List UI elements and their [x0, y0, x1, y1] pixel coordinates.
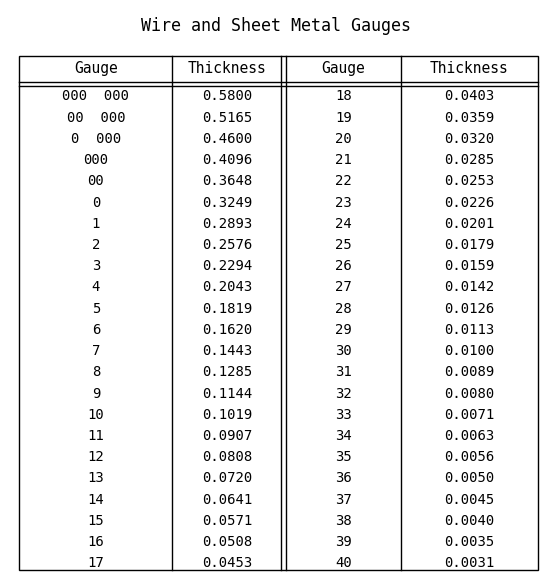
Text: 2: 2 [92, 238, 100, 252]
Text: 13: 13 [87, 472, 104, 486]
Text: 20: 20 [335, 132, 352, 146]
Text: 00: 00 [87, 174, 104, 188]
Text: 00  000: 00 000 [67, 111, 125, 125]
Text: 21: 21 [335, 153, 352, 167]
Text: 28: 28 [335, 302, 352, 316]
Text: 27: 27 [335, 280, 352, 294]
Text: 40: 40 [335, 556, 352, 570]
Text: 6: 6 [92, 323, 100, 337]
Text: 22: 22 [335, 174, 352, 188]
Text: 9: 9 [92, 387, 100, 401]
Text: 0.0179: 0.0179 [444, 238, 495, 252]
Text: 0.4096: 0.4096 [201, 153, 252, 167]
Text: Gauge: Gauge [74, 61, 118, 77]
Text: 0.0142: 0.0142 [444, 280, 495, 294]
Text: 0.5800: 0.5800 [201, 90, 252, 104]
Text: 0.0226: 0.0226 [444, 195, 495, 209]
Text: 0.2043: 0.2043 [201, 280, 252, 294]
Text: 0.0720: 0.0720 [201, 472, 252, 486]
Text: 3: 3 [92, 259, 100, 273]
Text: 0.0035: 0.0035 [444, 535, 495, 549]
Text: 0: 0 [92, 195, 100, 209]
Text: 0.0253: 0.0253 [444, 174, 495, 188]
Text: Gauge: Gauge [321, 61, 365, 77]
Text: 35: 35 [335, 450, 352, 464]
Text: 0.0571: 0.0571 [201, 514, 252, 528]
Text: 0.0359: 0.0359 [444, 111, 495, 125]
Text: 0.0056: 0.0056 [444, 450, 495, 464]
Text: 15: 15 [87, 514, 104, 528]
Text: 0.0045: 0.0045 [444, 493, 495, 507]
Text: 36: 36 [335, 472, 352, 486]
Text: Thickness: Thickness [188, 61, 266, 77]
Text: 14: 14 [87, 493, 104, 507]
Text: 0.1285: 0.1285 [201, 365, 252, 379]
Text: 38: 38 [335, 514, 352, 528]
Text: Wire and Sheet Metal Gauges: Wire and Sheet Metal Gauges [141, 18, 411, 35]
Text: 0.0285: 0.0285 [444, 153, 495, 167]
Text: 0.0089: 0.0089 [444, 365, 495, 379]
Text: 0.3249: 0.3249 [201, 195, 252, 209]
Text: 0.2893: 0.2893 [201, 217, 252, 230]
Text: 0.1019: 0.1019 [201, 408, 252, 422]
Text: 0.1443: 0.1443 [201, 344, 252, 358]
Text: 0.0320: 0.0320 [444, 132, 495, 146]
Text: 0.0113: 0.0113 [444, 323, 495, 337]
Text: 1: 1 [92, 217, 100, 230]
Text: 0.0126: 0.0126 [444, 302, 495, 316]
Text: 0.0641: 0.0641 [201, 493, 252, 507]
Text: 25: 25 [335, 238, 352, 252]
Text: 0.0453: 0.0453 [201, 556, 252, 570]
Text: 0.2294: 0.2294 [201, 259, 252, 273]
Text: 0.5165: 0.5165 [201, 111, 252, 125]
Text: 33: 33 [335, 408, 352, 422]
Text: 5: 5 [92, 302, 100, 316]
Text: 29: 29 [335, 323, 352, 337]
Text: 0.1144: 0.1144 [201, 387, 252, 401]
Text: 17: 17 [87, 556, 104, 570]
Text: 23: 23 [335, 195, 352, 209]
Text: 0.3648: 0.3648 [201, 174, 252, 188]
Text: 0.0100: 0.0100 [444, 344, 495, 358]
Text: 11: 11 [87, 429, 104, 443]
Text: 34: 34 [335, 429, 352, 443]
Text: 0.0050: 0.0050 [444, 472, 495, 486]
Text: 0  000: 0 000 [71, 132, 121, 146]
Text: 0.1620: 0.1620 [201, 323, 252, 337]
Text: 39: 39 [335, 535, 352, 549]
Text: 000: 000 [83, 153, 108, 167]
Text: 0.0063: 0.0063 [444, 429, 495, 443]
Text: 30: 30 [335, 344, 352, 358]
Text: 0.1819: 0.1819 [201, 302, 252, 316]
Text: 0.4600: 0.4600 [201, 132, 252, 146]
Text: 12: 12 [87, 450, 104, 464]
Text: 32: 32 [335, 387, 352, 401]
Text: 26: 26 [335, 259, 352, 273]
Text: 24: 24 [335, 217, 352, 230]
Bar [19, 56, 538, 570]
Text: 0.0071: 0.0071 [444, 408, 495, 422]
Text: Thickness: Thickness [430, 61, 509, 77]
Text: 0.0080: 0.0080 [444, 387, 495, 401]
Text: 19: 19 [335, 111, 352, 125]
Text: 0.0159: 0.0159 [444, 259, 495, 273]
Text: 10: 10 [87, 408, 104, 422]
Text: 0.0201: 0.0201 [444, 217, 495, 230]
Text: 0.0508: 0.0508 [201, 535, 252, 549]
Text: 0.0040: 0.0040 [444, 514, 495, 528]
Text: 7: 7 [92, 344, 100, 358]
Text: 0.0907: 0.0907 [201, 429, 252, 443]
Text: 0.0031: 0.0031 [444, 556, 495, 570]
Text: 4: 4 [92, 280, 100, 294]
Text: 0.0808: 0.0808 [201, 450, 252, 464]
Text: 0.2576: 0.2576 [201, 238, 252, 252]
Text: 16: 16 [87, 535, 104, 549]
Text: 0.0403: 0.0403 [444, 90, 495, 104]
Text: 18: 18 [335, 90, 352, 104]
Text: 37: 37 [335, 493, 352, 507]
Text: 8: 8 [92, 365, 100, 379]
Text: 000  000: 000 000 [62, 90, 129, 104]
Text: 31: 31 [335, 365, 352, 379]
